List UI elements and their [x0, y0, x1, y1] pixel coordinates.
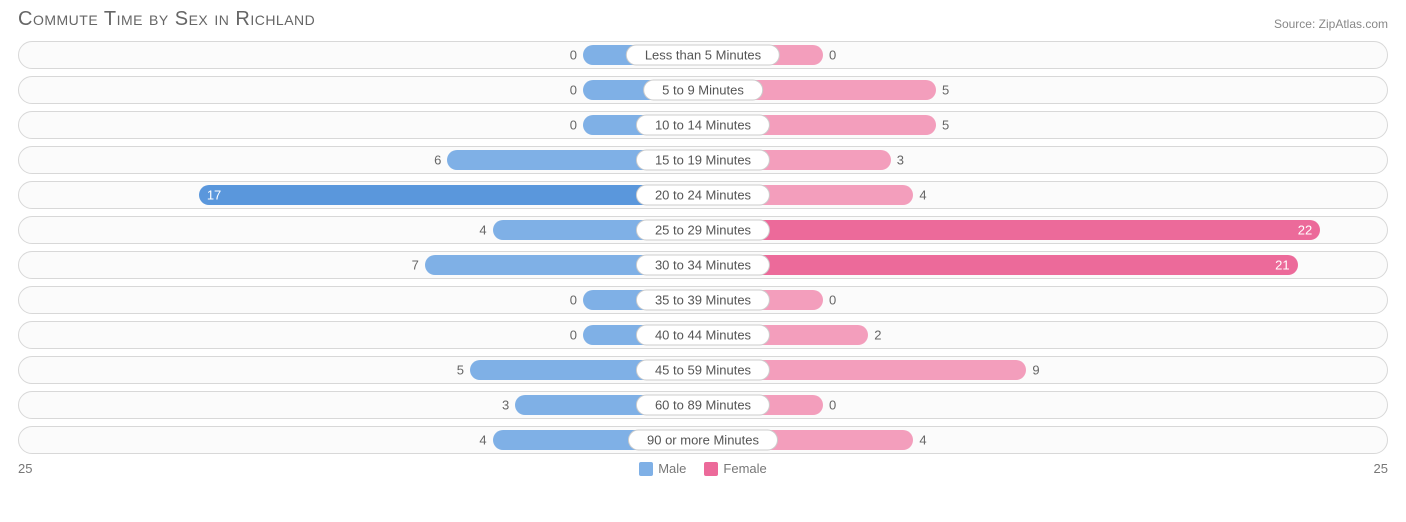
- female-value: 21: [1275, 258, 1289, 273]
- chart-row: 0 0 Less than 5 Minutes: [18, 41, 1388, 69]
- chart-row: 17 4 20 to 24 Minutes: [18, 181, 1388, 209]
- row-label: 5 to 9 Minutes: [643, 80, 763, 101]
- chart-row: 0 2 40 to 44 Minutes: [18, 321, 1388, 349]
- female-value: 9: [1032, 363, 1039, 378]
- male-value: 0: [570, 118, 577, 133]
- female-value: 0: [829, 293, 836, 308]
- row-label: 40 to 44 Minutes: [636, 325, 770, 346]
- female-value: 4: [919, 188, 926, 203]
- female-value: 5: [942, 83, 949, 98]
- legend: Male Female: [639, 461, 767, 476]
- legend-male-swatch: [639, 462, 653, 476]
- chart-row: 5 9 45 to 59 Minutes: [18, 356, 1388, 384]
- chart-row: 22 4 25 to 29 Minutes: [18, 216, 1388, 244]
- row-label: 20 to 24 Minutes: [636, 185, 770, 206]
- male-bar: 17: [199, 185, 703, 205]
- chart-row: 21 7 30 to 34 Minutes: [18, 251, 1388, 279]
- chart-source: Source: ZipAtlas.com: [1274, 17, 1388, 31]
- female-value: 0: [829, 48, 836, 63]
- row-label: 25 to 29 Minutes: [636, 220, 770, 241]
- female-value: 5: [942, 118, 949, 133]
- chart-row: 6 3 15 to 19 Minutes: [18, 146, 1388, 174]
- male-value: 7: [412, 258, 419, 273]
- male-value: 6: [434, 153, 441, 168]
- male-value: 5: [457, 363, 464, 378]
- axis-left-max: 25: [18, 461, 32, 476]
- female-value: 2: [874, 328, 881, 343]
- row-label: 30 to 34 Minutes: [636, 255, 770, 276]
- male-value: 0: [570, 48, 577, 63]
- chart-row: 0 0 35 to 39 Minutes: [18, 286, 1388, 314]
- male-value: 4: [479, 433, 486, 448]
- male-value: 4: [479, 223, 486, 238]
- male-value: 0: [570, 83, 577, 98]
- female-value: 3: [897, 153, 904, 168]
- chart-row: 4 4 90 or more Minutes: [18, 426, 1388, 454]
- butterfly-chart: 0 0 Less than 5 Minutes 0 5 5 to 9 Minutes 0 5 1…: [18, 41, 1388, 454]
- chart-row: 3 0 60 to 89 Minutes: [18, 391, 1388, 419]
- female-bar: 22: [703, 220, 1320, 240]
- row-label: 45 to 59 Minutes: [636, 360, 770, 381]
- chart-row: 0 5 10 to 14 Minutes: [18, 111, 1388, 139]
- chart-title: Commute Time by Sex in Richland: [18, 8, 315, 31]
- row-label: 60 to 89 Minutes: [636, 395, 770, 416]
- male-value: 3: [502, 398, 509, 413]
- chart-row: 0 5 5 to 9 Minutes: [18, 76, 1388, 104]
- row-label: 35 to 39 Minutes: [636, 290, 770, 311]
- row-label: 10 to 14 Minutes: [636, 115, 770, 136]
- female-bar: 21: [703, 255, 1298, 275]
- axis-right-max: 25: [1374, 461, 1388, 476]
- chart-footer: 25 Male Female 25: [18, 461, 1388, 476]
- female-value: 22: [1298, 223, 1312, 238]
- male-value: 0: [570, 328, 577, 343]
- legend-female-label: Female: [723, 461, 766, 476]
- male-value: 0: [570, 293, 577, 308]
- female-value: 4: [919, 433, 926, 448]
- row-label: 15 to 19 Minutes: [636, 150, 770, 171]
- row-label: Less than 5 Minutes: [626, 45, 780, 66]
- legend-female-swatch: [704, 462, 718, 476]
- female-value: 0: [829, 398, 836, 413]
- legend-male-label: Male: [658, 461, 686, 476]
- legend-female: Female: [704, 461, 766, 476]
- legend-male: Male: [639, 461, 686, 476]
- row-label: 90 or more Minutes: [628, 430, 778, 451]
- male-value: 17: [207, 188, 221, 203]
- chart-header: Commute Time by Sex in Richland Source: …: [18, 8, 1388, 31]
